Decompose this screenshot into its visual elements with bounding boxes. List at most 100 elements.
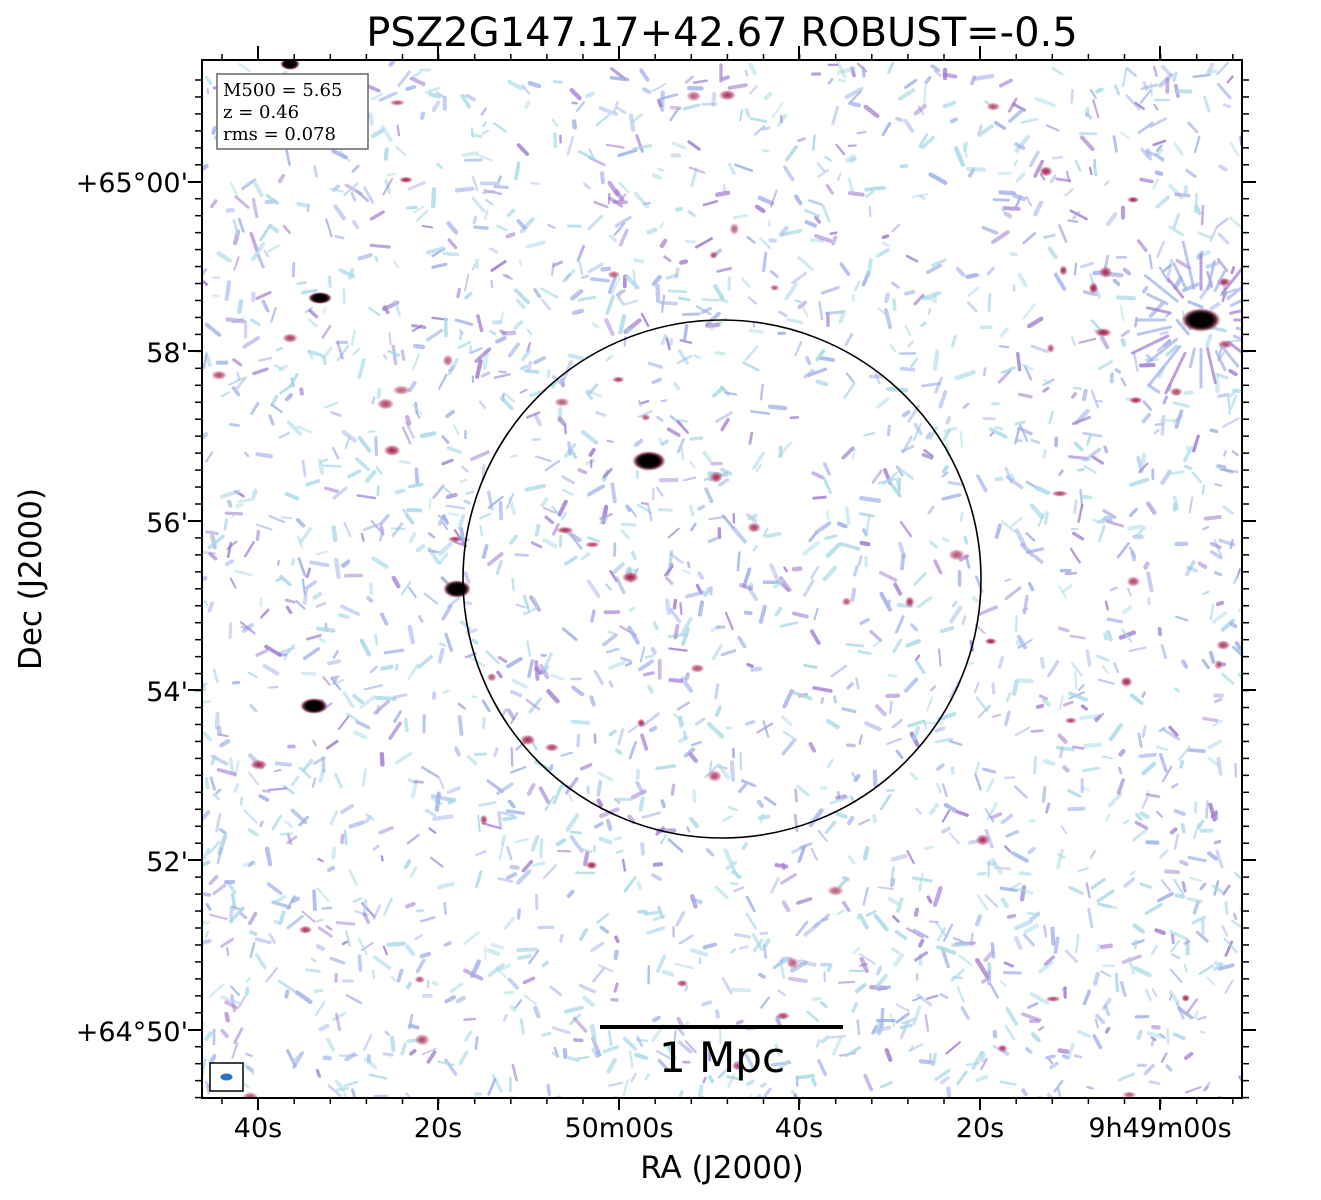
noise-streak xyxy=(742,361,760,372)
noise-streak xyxy=(925,994,939,1000)
noise-streak xyxy=(481,544,489,559)
noise-streak xyxy=(533,356,546,365)
faint-source xyxy=(242,1091,259,1098)
noise-streak xyxy=(731,987,752,993)
noise-streak xyxy=(489,329,497,336)
noise-streak xyxy=(258,794,270,802)
noise-streak xyxy=(984,808,995,823)
noise-streak xyxy=(1120,131,1130,139)
noise-streak xyxy=(657,1058,669,1071)
noise-streak xyxy=(1175,1001,1185,1020)
noise-streak xyxy=(889,700,893,715)
noise-streak xyxy=(1119,980,1127,998)
noise-streak xyxy=(1216,373,1229,380)
noise-streak xyxy=(500,396,514,411)
noise-streak xyxy=(1121,67,1128,88)
noise-streak xyxy=(1129,477,1150,487)
noise-streak xyxy=(205,903,212,911)
faint-source xyxy=(1126,576,1141,587)
noise-streak xyxy=(813,215,821,224)
noise-streak xyxy=(1004,710,1011,727)
noise-streak xyxy=(716,266,733,273)
radio-source xyxy=(443,580,471,598)
noise-streak xyxy=(838,876,849,888)
noise-streak xyxy=(378,826,395,835)
noise-streak xyxy=(277,979,296,993)
noise-streak xyxy=(270,306,277,323)
noise-streak xyxy=(1116,778,1126,795)
noise-streak xyxy=(284,598,296,604)
noise-streak xyxy=(1127,524,1144,531)
noise-streak xyxy=(799,842,813,849)
noise-streak xyxy=(818,355,836,362)
noise-streak xyxy=(207,601,215,613)
noise-streak xyxy=(854,983,867,994)
noise-streak xyxy=(431,100,441,113)
noise-streak xyxy=(989,427,1008,439)
noise-streak xyxy=(315,944,326,951)
noise-streak xyxy=(997,369,1012,384)
noise-streak xyxy=(1199,882,1207,891)
noise-streak xyxy=(231,386,241,397)
noise-streak xyxy=(811,134,816,152)
noise-streak xyxy=(492,122,508,133)
noise-streak xyxy=(458,1050,469,1065)
noise-streak xyxy=(445,492,458,500)
noise-streak xyxy=(479,512,492,520)
noise-streak xyxy=(724,611,734,631)
noise-streak xyxy=(1029,992,1050,1005)
noise-streak xyxy=(540,665,550,675)
noise-streak xyxy=(846,815,855,826)
noise-streak xyxy=(848,156,857,163)
noise-streak xyxy=(318,1023,330,1032)
noise-streak xyxy=(382,945,388,956)
noise-streak xyxy=(778,225,789,237)
noise-streak xyxy=(1205,800,1209,820)
noise-streak xyxy=(640,733,649,751)
noise-streak xyxy=(720,649,737,657)
noise-streak xyxy=(1120,338,1127,347)
noise-streak xyxy=(546,1083,552,1097)
noise-streak xyxy=(998,78,1013,88)
noise-streak xyxy=(623,876,637,893)
noise-streak xyxy=(205,355,212,367)
noise-streak xyxy=(589,695,596,707)
noise-streak xyxy=(428,496,432,510)
noise-streak xyxy=(552,785,563,805)
noise-streak xyxy=(302,587,309,605)
noise-streak xyxy=(926,696,934,712)
noise-streak xyxy=(202,163,209,172)
noise-streak xyxy=(393,299,401,317)
noise-streak xyxy=(321,355,327,366)
noise-streak xyxy=(419,951,432,959)
noise-streak xyxy=(458,330,464,340)
noise-streak xyxy=(302,647,321,661)
noise-streak xyxy=(1005,830,1020,838)
noise-streak xyxy=(587,383,599,396)
noise-streak xyxy=(527,80,542,89)
noise-streak xyxy=(830,664,848,678)
info-rms: rms = 0.078 xyxy=(223,124,336,145)
noise-streak xyxy=(608,680,614,688)
noise-streak xyxy=(355,720,371,730)
noise-streak xyxy=(296,201,310,208)
noise-streak xyxy=(810,847,818,861)
info-redshift: z = 0.46 xyxy=(223,102,299,123)
noise-streak xyxy=(847,90,862,105)
noise-streak xyxy=(1120,628,1133,643)
noise-streak xyxy=(1196,1015,1207,1021)
faint-source xyxy=(282,333,298,343)
noise-streak xyxy=(729,947,737,954)
noise-streak xyxy=(843,382,856,400)
noise-streak xyxy=(1101,755,1114,760)
noise-streak xyxy=(609,76,630,82)
noise-streak xyxy=(953,937,965,944)
noise-streak xyxy=(705,847,715,857)
noise-streak xyxy=(682,569,691,574)
noise-streak xyxy=(332,649,340,659)
noise-streak xyxy=(519,388,528,394)
noise-streak xyxy=(610,277,621,296)
noise-streak xyxy=(1212,611,1228,624)
faint-source xyxy=(398,176,414,183)
